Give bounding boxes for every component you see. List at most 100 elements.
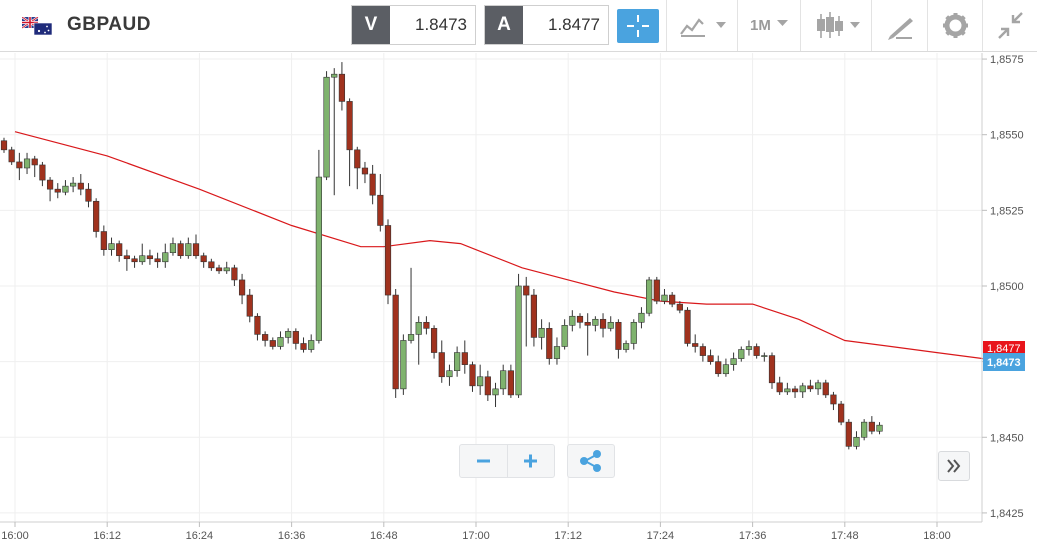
candle-body xyxy=(185,243,192,257)
candle-body xyxy=(446,370,453,378)
candle xyxy=(538,319,545,350)
candle-body xyxy=(538,328,545,338)
candle xyxy=(492,382,499,408)
collapse-button[interactable] xyxy=(982,0,1037,51)
crosshair-icon xyxy=(627,15,649,37)
chevron-down-icon xyxy=(777,20,788,26)
candle-body xyxy=(415,321,422,335)
candle xyxy=(553,337,561,365)
candle xyxy=(31,155,38,178)
candle-body xyxy=(492,388,499,396)
buy-price-button[interactable]: A 1.8477 xyxy=(484,5,609,45)
candle xyxy=(546,322,553,365)
candle xyxy=(715,355,722,377)
candle xyxy=(753,343,760,359)
share-button[interactable] xyxy=(567,444,615,478)
candle-body xyxy=(231,267,238,281)
candle xyxy=(323,71,330,181)
candle xyxy=(730,352,737,371)
candle-body xyxy=(315,176,322,341)
candle-body xyxy=(361,167,369,175)
candle xyxy=(484,370,491,401)
candle xyxy=(500,364,507,395)
candle xyxy=(254,313,261,341)
candle-body xyxy=(861,421,868,438)
candle-body xyxy=(715,361,722,375)
candle-body xyxy=(753,346,760,356)
candle-body xyxy=(791,388,799,393)
candle xyxy=(822,379,829,398)
candle xyxy=(16,152,23,181)
candle xyxy=(761,352,768,362)
candle xyxy=(430,325,438,359)
candle xyxy=(630,319,637,350)
candle xyxy=(169,237,177,256)
settings-button[interactable] xyxy=(927,0,982,51)
candle xyxy=(123,249,130,271)
bid-price-tag-text: 1,8473 xyxy=(987,357,1021,369)
y-tick-label: 1,8500 xyxy=(990,281,1024,293)
candle xyxy=(354,146,361,190)
candle xyxy=(515,273,522,398)
drawing-tools-button[interactable] xyxy=(871,0,927,51)
timeframe-select[interactable]: 1M xyxy=(737,0,800,51)
price-chart[interactable]: 1,85751,85501,85251,85001,84751,84501,84… xyxy=(0,53,1037,551)
x-tick-label: 16:36 xyxy=(278,530,306,542)
candle-body xyxy=(692,343,699,347)
candle-body xyxy=(146,255,154,260)
candle-body xyxy=(853,436,860,447)
candle-body xyxy=(661,294,668,302)
candles-layer xyxy=(0,62,883,450)
scroll-to-latest-button[interactable] xyxy=(938,451,970,481)
candle-body xyxy=(331,73,338,78)
candle-body xyxy=(830,394,837,405)
buy-label: A xyxy=(485,6,523,44)
x-tick-label: 16:12 xyxy=(93,530,121,542)
candle xyxy=(477,364,484,395)
instrument-symbol: GBPAUD xyxy=(67,14,151,35)
candle-body xyxy=(561,325,568,347)
candle-body xyxy=(784,388,791,393)
crosshair-button[interactable] xyxy=(617,9,659,43)
candle-body xyxy=(868,421,875,432)
candle xyxy=(830,391,837,411)
candle-body xyxy=(46,179,54,190)
candle-body xyxy=(308,340,315,350)
candle-body xyxy=(546,328,553,359)
candle-body xyxy=(369,173,376,196)
x-tick-label: 18:00 xyxy=(923,530,951,542)
candle-body xyxy=(745,346,753,350)
candle-body xyxy=(407,334,415,341)
x-tick-label: 16:24 xyxy=(186,530,214,542)
candle-body xyxy=(8,149,15,163)
candle-body xyxy=(108,243,115,250)
candle xyxy=(784,382,791,395)
candle xyxy=(446,364,453,386)
candle xyxy=(592,316,599,332)
candle-body xyxy=(169,243,177,254)
candle xyxy=(139,243,146,265)
candle xyxy=(622,340,630,353)
candle xyxy=(699,343,706,362)
candle xyxy=(277,331,284,350)
zoom-out-button[interactable] xyxy=(460,445,508,477)
candle-body xyxy=(323,76,330,178)
candle-body xyxy=(576,315,584,323)
candle-body xyxy=(77,182,84,190)
candle-body xyxy=(507,370,514,396)
candle-body xyxy=(31,158,38,166)
candle-body xyxy=(523,285,530,296)
moving-average-line xyxy=(14,131,984,360)
chart-style-button[interactable] xyxy=(666,0,737,51)
candle xyxy=(369,164,376,205)
x-tick-label: 17:36 xyxy=(739,530,767,542)
candles-button[interactable] xyxy=(800,0,871,51)
candle-body xyxy=(139,255,146,263)
candle-body xyxy=(776,382,783,393)
candle-body xyxy=(0,140,8,151)
candle xyxy=(799,382,806,398)
gear-icon xyxy=(943,13,968,38)
zoom-in-button[interactable] xyxy=(507,445,554,477)
sell-price-button[interactable]: V 1.8473 xyxy=(351,5,476,45)
candle xyxy=(300,337,307,353)
